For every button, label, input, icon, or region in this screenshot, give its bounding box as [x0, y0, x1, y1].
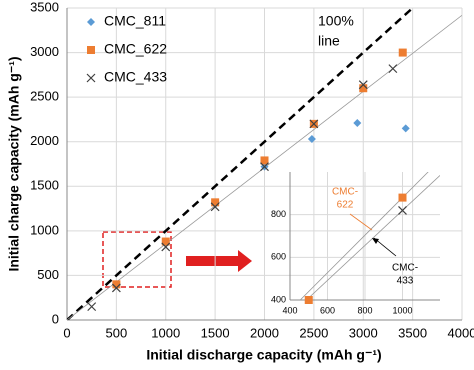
y-tick-label: 500 [37, 267, 59, 282]
y-tick-label: 1000 [30, 222, 59, 237]
inset-label: 433 [397, 276, 414, 287]
point [398, 205, 407, 215]
legend-label: CMC_622 [104, 41, 167, 57]
arrow-head [372, 238, 379, 244]
point [388, 64, 398, 74]
point [358, 80, 368, 90]
label-arrow [349, 213, 373, 231]
point [260, 162, 269, 172]
point [111, 283, 121, 293]
x-tick-label: 1500 [201, 325, 230, 340]
y-tick-label: 400 [271, 294, 286, 304]
y-axis-label: Initial charge capacity (mAh g⁻¹) [6, 56, 22, 271]
point [401, 124, 410, 133]
point [307, 135, 316, 144]
x-tick-label: 2500 [299, 325, 328, 340]
point [87, 302, 97, 312]
plot-area [299, 172, 440, 300]
legend-label: CMC_811 [104, 13, 166, 29]
point [304, 296, 313, 304]
inset-label: 622 [337, 200, 354, 211]
point [309, 119, 319, 129]
x-tick-label: 500 [106, 325, 128, 340]
x-tick-label: 3500 [398, 325, 427, 340]
plot: 400 600 800 1000 400 600 800 [271, 172, 440, 315]
point [211, 198, 220, 207]
inset-label: CMC- [392, 263, 418, 274]
trend-line [305, 175, 440, 300]
legend-marker [86, 73, 96, 83]
y-tick-label: 3500 [30, 0, 59, 14]
trend-line [299, 172, 429, 300]
x-tick-label: 3000 [349, 325, 378, 340]
y-tick-label: 0 [52, 311, 59, 326]
y-tick-label: 800 [271, 209, 286, 219]
point [161, 237, 170, 246]
point [260, 156, 269, 165]
y-tick-label: 3000 [30, 44, 59, 59]
inset-label: CMC- [332, 187, 358, 198]
legend-label: CMC_433 [104, 69, 167, 85]
x-tick-label: 2000 [250, 325, 279, 340]
x-axis-label: Initial discharge capacity (mAh g⁻¹) [146, 347, 381, 363]
point [353, 118, 362, 127]
annotation: line [318, 33, 340, 49]
point [398, 193, 407, 202]
legend-marker [87, 18, 95, 26]
x-tick-label: 0 [63, 325, 70, 340]
annotation: 100% [318, 13, 354, 29]
zoom-box [102, 231, 172, 288]
point [359, 84, 368, 93]
x-tick-label: 400 [282, 305, 297, 315]
x-tick-label: 1000 [151, 325, 180, 340]
y-tick-label: 2000 [30, 133, 59, 148]
y-tick-label: 1500 [30, 178, 59, 193]
point [161, 242, 171, 252]
x-tick-label: 4000 [448, 325, 474, 340]
x-tick-label: 600 [320, 305, 335, 315]
x-tick-label: 800 [357, 305, 372, 315]
y-tick-label: 2500 [30, 89, 59, 104]
point [210, 202, 220, 212]
legend-marker [87, 46, 95, 54]
point [112, 280, 121, 289]
zoom-arrow [186, 250, 252, 272]
x-tick-label: 1000 [392, 305, 412, 315]
y-tick-label: 600 [271, 252, 286, 262]
point [398, 48, 407, 57]
plot: 0 500 1000 1500 2000 2500 3000 3500 4000 0 500 1000… [30, 0, 474, 340]
